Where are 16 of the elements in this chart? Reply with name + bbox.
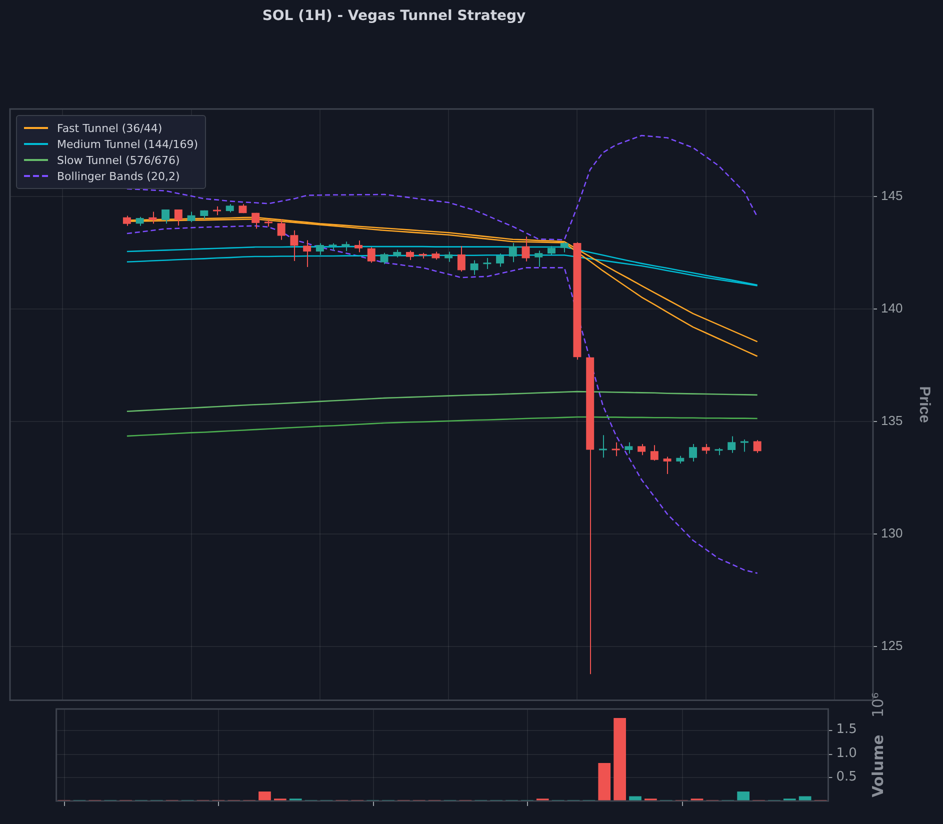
y-tick-label: 130 [881, 525, 903, 540]
y-tick-label: 145 [881, 188, 903, 204]
y-tick-label: 140 [881, 300, 903, 316]
y-tick-label: 1.5 [836, 722, 857, 738]
legend-label: Fast Tunnel (36/44) [57, 122, 162, 134]
y-tick-label: 0.5 [836, 770, 857, 785]
legend-label: Medium Tunnel (144/169) [57, 138, 198, 150]
legend-label: Slow Tunnel (576/676) [57, 154, 180, 166]
legend-label: Bollinger Bands (20,2) [57, 170, 180, 182]
y-tick-label: 135 [881, 413, 903, 428]
chart-title: SOL (1H) - Vegas Tunnel Strategy [261, 8, 527, 24]
y-tick-label: 125 [881, 638, 903, 653]
text: 10⁶ [869, 692, 888, 718]
y-tick-label: 1.0 [836, 746, 857, 761]
y-axis-title: Price [916, 386, 933, 423]
y-axis-title: Volume [869, 734, 888, 798]
